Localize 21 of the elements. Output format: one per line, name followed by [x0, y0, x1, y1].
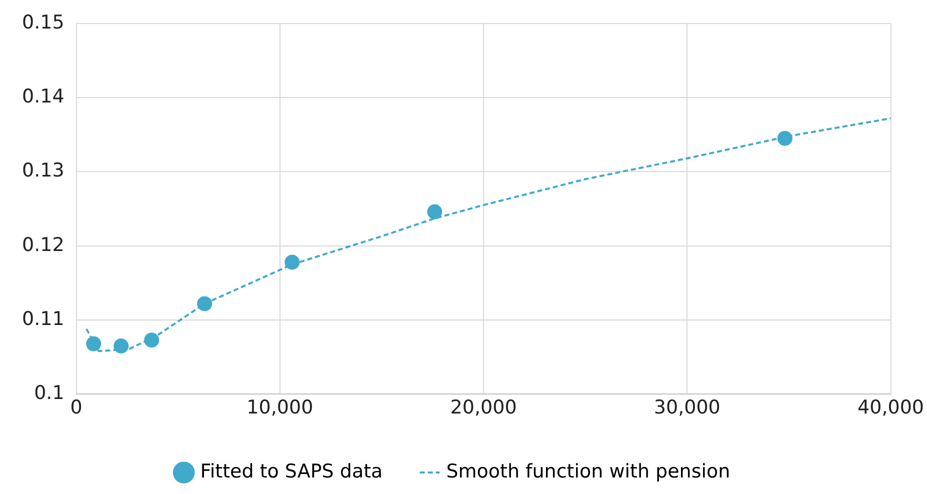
x-tick-label: 30,000: [654, 396, 720, 419]
x-tick-label: 20,000: [450, 396, 517, 419]
y-tick-label: 0.15: [22, 11, 64, 34]
point: [777, 130, 792, 146]
y-tick-label: 0.1: [34, 382, 64, 404]
y-tick-label: 0.13: [22, 160, 64, 182]
x-tick-label: 0: [70, 396, 82, 419]
point: [86, 336, 102, 352]
x-tick-label: 40,000: [858, 396, 924, 419]
y-tick-label: 0.12: [22, 234, 64, 256]
legend-label: Fitted to SAPS data: [200, 460, 383, 482]
point: [197, 296, 212, 312]
x-tick-label: 10,000: [246, 396, 314, 419]
y-tick-label: 0.14: [22, 85, 64, 108]
point: [144, 332, 160, 348]
point: [427, 204, 442, 220]
legend-label: Smooth function with pension: [446, 460, 730, 482]
y-tick-label: 0.11: [22, 308, 64, 330]
line-series: [85, 117, 891, 352]
point: [114, 338, 129, 354]
point: [284, 254, 300, 270]
